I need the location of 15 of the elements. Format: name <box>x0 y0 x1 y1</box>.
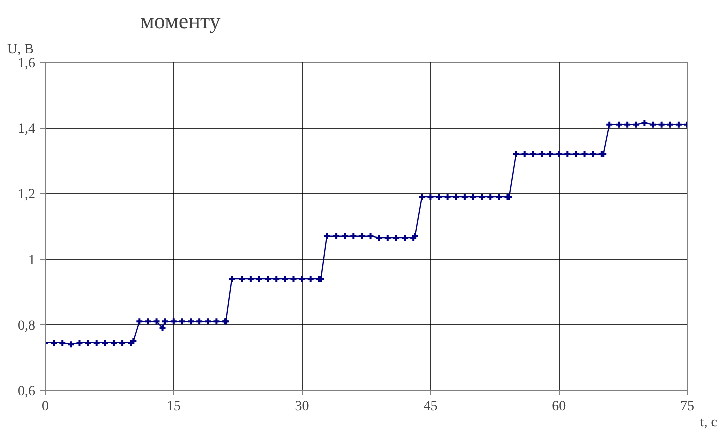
y-tick-label: 1,2 <box>18 188 36 203</box>
x-axis-title: t, c <box>700 416 718 430</box>
x-tick-label: 60 <box>552 400 566 414</box>
x-tick-label: 0 <box>42 400 49 414</box>
x-tick-label: 15 <box>166 400 181 414</box>
x-tick-label: 75 <box>680 400 694 414</box>
chart-title: моменту <box>140 8 221 34</box>
x-tick-label: 45 <box>424 400 438 414</box>
y-tick-label: 0,8 <box>18 318 36 334</box>
y-tick-label: 1 <box>28 253 36 268</box>
y-tick-label: 1,6 <box>18 56 36 72</box>
x-tick-label: 30 <box>295 400 310 414</box>
y-tick-label: 1,4 <box>18 122 36 138</box>
y-axis-title: U, B <box>8 42 34 58</box>
y-tick-label: 0,6 <box>18 384 36 400</box>
